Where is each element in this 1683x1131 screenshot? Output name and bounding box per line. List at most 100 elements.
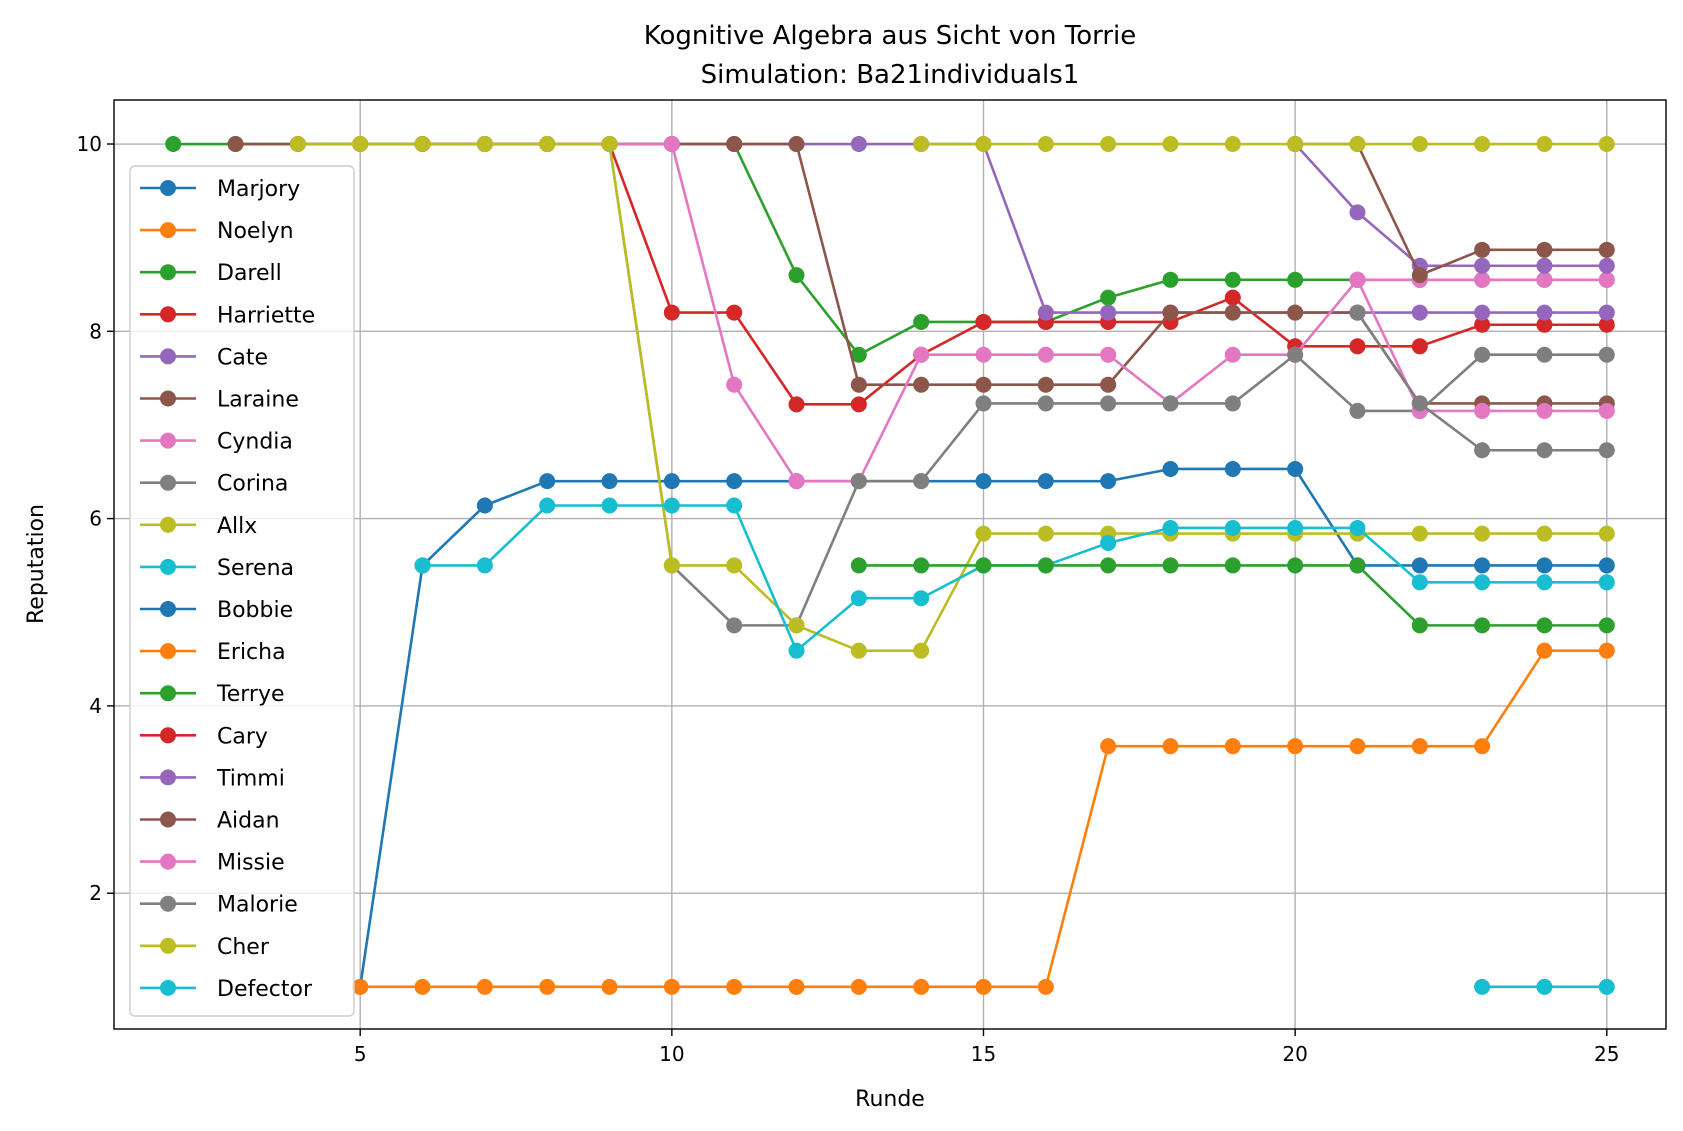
- data-point: [165, 136, 182, 153]
- data-point: [975, 473, 992, 490]
- series-cate: [414, 136, 1615, 321]
- x-tick-label: 5: [354, 1042, 367, 1066]
- data-point: [1536, 617, 1553, 634]
- y-tick-label: 2: [89, 881, 102, 905]
- data-point: [539, 136, 556, 153]
- legend-label: Cary: [217, 724, 268, 749]
- data-point: [1474, 316, 1491, 333]
- data-point: [1100, 534, 1117, 551]
- data-point: [227, 136, 244, 153]
- data-point: [975, 978, 992, 995]
- data-point: [1598, 271, 1615, 288]
- data-point: [788, 473, 805, 490]
- series-laraine: [227, 136, 1615, 412]
- series-line: [1294, 143, 1607, 268]
- data-point: [1536, 241, 1553, 258]
- data-point: [1037, 473, 1054, 490]
- data-point: [414, 557, 431, 574]
- data-point: [1536, 574, 1553, 591]
- data-point: [1598, 442, 1615, 459]
- data-point: [726, 497, 743, 514]
- legend-label: Darell: [217, 261, 282, 286]
- data-point: [1349, 271, 1366, 288]
- data-point: [1037, 395, 1054, 412]
- data-point: [1474, 136, 1491, 153]
- data-point: [601, 497, 618, 514]
- series-noelyn: [352, 642, 1615, 995]
- legend-marker: [160, 348, 176, 365]
- data-point: [1224, 519, 1241, 536]
- data-point: [726, 617, 743, 634]
- data-point: [539, 473, 556, 490]
- data-point: [850, 136, 867, 153]
- legend-item: Aidan: [140, 809, 280, 834]
- data-point: [726, 136, 743, 153]
- data-point: [1162, 519, 1179, 536]
- data-point: [1100, 304, 1117, 321]
- data-point: [1224, 289, 1241, 306]
- legend-label: Bobbie: [217, 598, 293, 623]
- data-point: [663, 136, 680, 153]
- data-point: [1100, 395, 1117, 412]
- data-point: [1037, 978, 1054, 995]
- legend-label: Malorie: [217, 893, 298, 918]
- data-point: [1536, 304, 1553, 321]
- legend-item: Darell: [140, 261, 282, 286]
- legend: Marjory Noelyn Darell Harriette Cate Laraine C…: [129, 165, 355, 1017]
- legend-item: Terrye: [140, 682, 285, 707]
- data-point: [1349, 557, 1366, 574]
- data-point: [1162, 460, 1179, 477]
- data-point: [1474, 241, 1491, 258]
- legend-item: Noelyn: [140, 219, 294, 244]
- data-point: [1100, 557, 1117, 574]
- data-point: [539, 978, 556, 995]
- data-point: [1287, 304, 1304, 321]
- data-point: [975, 557, 992, 574]
- data-point: [663, 497, 680, 514]
- legend-marker: [160, 601, 176, 617]
- data-point: [1474, 978, 1491, 995]
- data-point: [476, 978, 493, 995]
- data-point: [539, 497, 556, 514]
- data-point: [1474, 304, 1491, 321]
- data-point: [663, 557, 680, 574]
- legend-marker: [160, 853, 176, 870]
- data-point: [1349, 402, 1366, 419]
- data-point: [1536, 257, 1553, 274]
- data-point: [1349, 338, 1366, 355]
- data-point: [975, 525, 992, 542]
- data-point: [1536, 271, 1553, 288]
- data-point: [1598, 978, 1615, 995]
- legend-marker: [160, 811, 176, 828]
- data-point: [1224, 136, 1241, 153]
- data-point: [1411, 617, 1428, 634]
- legend-label: Serena: [217, 556, 294, 581]
- data-point: [726, 978, 743, 995]
- data-point: [1224, 346, 1241, 363]
- series-line: [608, 143, 1607, 406]
- y-tick-label: 10: [77, 132, 102, 156]
- data-point: [726, 304, 743, 321]
- data-point: [788, 978, 805, 995]
- data-point: [601, 473, 618, 490]
- series-layer: [165, 136, 1615, 995]
- data-point: [1100, 376, 1117, 393]
- legend-item: Harriette: [140, 303, 315, 328]
- data-point: [788, 617, 805, 634]
- data-point: [788, 136, 805, 153]
- data-point: [1037, 557, 1054, 574]
- data-point: [1598, 557, 1615, 574]
- legend-marker: [160, 769, 176, 786]
- data-point: [352, 978, 369, 995]
- data-point: [1411, 525, 1428, 542]
- data-point: [850, 376, 867, 393]
- legend-item: Timmi: [140, 766, 285, 791]
- data-point: [1474, 525, 1491, 542]
- data-point: [1224, 304, 1241, 321]
- data-point: [1162, 738, 1179, 755]
- data-point: [1598, 346, 1615, 363]
- data-point: [913, 136, 930, 153]
- data-point: [1287, 460, 1304, 477]
- legend-label: Marjory: [217, 177, 300, 202]
- y-axis-label: Reputation: [24, 504, 49, 624]
